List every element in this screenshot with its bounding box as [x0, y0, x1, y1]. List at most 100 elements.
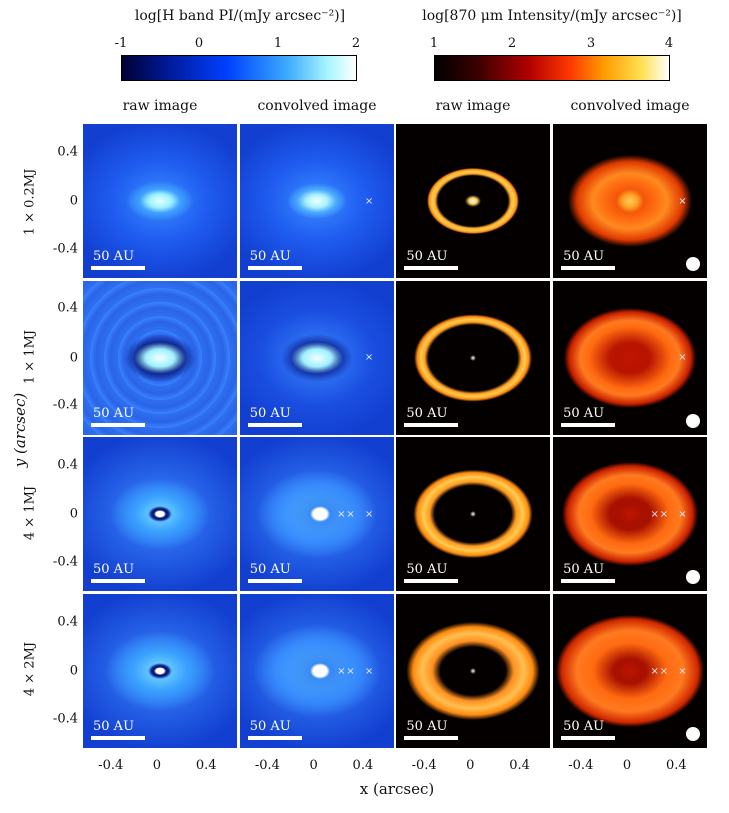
- mm-tick: 3: [586, 36, 596, 51]
- row-label-2: 1 × 1MJ: [22, 329, 38, 385]
- x-tick-label: 0: [622, 758, 632, 773]
- planet-marker-icon: ×: [678, 352, 687, 364]
- y-tick-label: 0.4: [57, 144, 78, 160]
- mm-colorbar: [434, 55, 670, 81]
- scale-bar-label: 50 AU: [249, 562, 291, 578]
- planet-marker-icon: ×: [650, 665, 659, 677]
- planet-marker-icon: ×: [346, 509, 355, 521]
- scale-bar: [404, 266, 459, 270]
- planet-marker-icon: ×: [678, 665, 687, 677]
- scale-bar: [404, 579, 459, 584]
- scale-bar-label: 50 AU: [93, 249, 135, 264]
- image-panel-r2-c4: 50 AU ×: [553, 280, 708, 435]
- planet-marker-icon: ×: [337, 665, 346, 677]
- scale-bar: [247, 579, 302, 584]
- image-panel-r3-c4: 50 AU × × ×: [553, 437, 708, 592]
- planet-marker-icon: ×: [650, 509, 659, 521]
- h-band-colorbar-title: log[H band PI/(mJy arcsec⁻²)]: [134, 8, 346, 24]
- scale-bar: [404, 736, 459, 741]
- h-band-tick: -1: [114, 36, 128, 51]
- row-label-4: 4 × 2MJ: [22, 641, 38, 697]
- x-tick-label: 0: [152, 758, 162, 773]
- planet-marker-icon: ×: [364, 665, 374, 677]
- scale-bar: [561, 736, 616, 741]
- h-band-tick: 0: [194, 36, 204, 51]
- row-label-3: 4 × 1MJ: [22, 485, 38, 541]
- x-tick-label: -0.4: [411, 758, 437, 773]
- planet-marker-icon: ×: [337, 509, 346, 521]
- scale-bar-label: 50 AU: [563, 405, 605, 421]
- x-tick-label: 0: [309, 758, 318, 773]
- x-tick-label: 0.4: [195, 758, 217, 773]
- row-label-1: 1 × 0.2MJ: [22, 168, 38, 236]
- column-title-h-raw: raw image: [122, 98, 198, 114]
- planet-marker-icon: ×: [346, 665, 355, 677]
- y-tick-label: 0.4: [57, 614, 78, 630]
- image-panel-r4-c1: 50 AU: [83, 594, 237, 749]
- scale-bar: [561, 579, 616, 584]
- scale-bar: [561, 422, 616, 427]
- scale-bar-label: 50 AU: [406, 719, 448, 735]
- column-title-h-convolved: convolved image: [257, 98, 377, 114]
- y-tick-label: 0: [69, 506, 78, 522]
- scale-bar-label: 50 AU: [93, 562, 135, 578]
- image-grid: 50 AU 50 AU × 50 AU 50 AU × 50 AU 50 AU × 50 AU 50…: [83, 124, 709, 750]
- planet-marker-icon: ×: [364, 509, 374, 521]
- scale-bar: [91, 579, 145, 584]
- planet-marker-icon: ×: [678, 509, 687, 521]
- y-tick-label: 0.4: [57, 457, 78, 473]
- beam-circle-icon: [686, 570, 701, 585]
- y-tick-label: 0.4: [57, 300, 78, 316]
- image-panel-r4-c4: 50 AU × × ×: [553, 594, 708, 749]
- scale-bar: [247, 736, 302, 741]
- scale-bar: [247, 422, 302, 427]
- y-tick-label: -0.4: [52, 711, 78, 727]
- scale-bar-label: 50 AU: [249, 405, 291, 421]
- image-panel-r2-c2: 50 AU ×: [239, 280, 394, 435]
- x-tick-label: -0.4: [98, 758, 124, 773]
- scale-bar-label: 50 AU: [249, 249, 291, 264]
- scale-bar-label: 50 AU: [93, 719, 135, 735]
- image-panel-r4-c3: 50 AU: [396, 594, 551, 749]
- scale-bar-label: 50 AU: [406, 562, 448, 578]
- scale-bar-label: 50 AU: [563, 719, 605, 735]
- y-tick-label: -0.4: [52, 397, 78, 413]
- beam-circle-icon: [686, 257, 701, 271]
- beam-circle-icon: [686, 727, 701, 742]
- planet-marker-icon: ×: [659, 509, 669, 521]
- column-title-mm-raw: raw image: [435, 98, 511, 114]
- planet-marker-icon: ×: [364, 352, 374, 364]
- scale-bar-label: 50 AU: [249, 719, 291, 735]
- mm-tick: 2: [507, 36, 517, 51]
- scale-bar: [91, 736, 145, 741]
- mm-tick: 1: [429, 36, 439, 51]
- y-tick-label: 0: [69, 193, 78, 209]
- y-tick-label: -0.4: [52, 554, 78, 570]
- scale-bar: [247, 266, 302, 270]
- image-panel-r3-c3: 50 AU: [396, 437, 551, 592]
- scale-bar: [561, 266, 616, 270]
- scale-bar-label: 50 AU: [563, 562, 605, 578]
- column-title-mm-convolved: convolved image: [570, 98, 690, 114]
- image-panel-r2-c1: 50 AU: [83, 280, 237, 435]
- scale-bar-label: 50 AU: [93, 405, 135, 421]
- h-band-colorbar: [121, 55, 357, 81]
- x-tick-label: -0.4: [568, 758, 594, 773]
- image-panel-r4-c2: 50 AU × × ×: [239, 594, 394, 749]
- x-axis-label: x (arcsec): [359, 780, 435, 798]
- planet-marker-icon: ×: [659, 665, 669, 677]
- x-tick-label: 0.4: [665, 758, 687, 773]
- image-panel-r3-c2: 50 AU × × ×: [239, 437, 394, 592]
- scale-bar: [404, 422, 459, 427]
- y-tick-label: 0: [69, 663, 78, 679]
- image-panel-r1-c3: 50 AU: [396, 124, 551, 278]
- beam-circle-icon: [686, 413, 701, 428]
- mm-colorbar-title: log[870 μm Intensity/(mJy arcsec⁻²)]: [422, 8, 682, 24]
- x-tick-label: 0: [466, 758, 475, 773]
- h-band-tick: 1: [273, 36, 283, 51]
- x-tick-label: 0.4: [509, 758, 530, 773]
- scale-bar: [91, 422, 145, 427]
- y-tick-label: 0: [69, 350, 78, 366]
- planet-marker-icon: ×: [364, 195, 374, 207]
- mm-tick: 4: [664, 36, 674, 51]
